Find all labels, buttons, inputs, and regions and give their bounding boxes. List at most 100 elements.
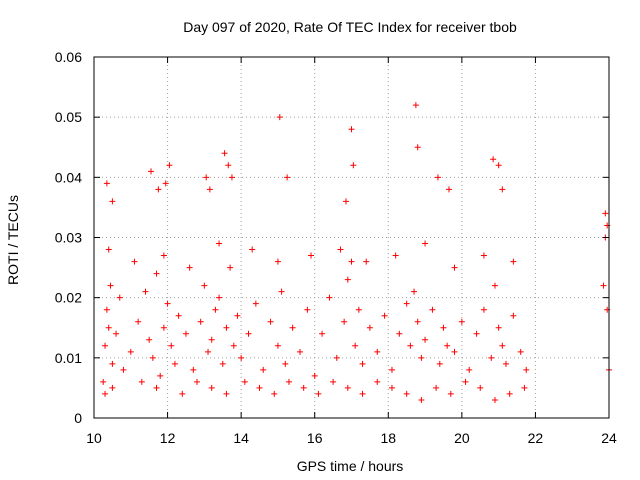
- data-point: [148, 168, 155, 175]
- data-point: [444, 342, 451, 349]
- data-point: [466, 366, 473, 373]
- x-tick-label: 18: [380, 430, 396, 446]
- data-point: [109, 360, 116, 367]
- data-point: [319, 330, 326, 337]
- data-point: [155, 186, 162, 193]
- data-point: [445, 186, 452, 193]
- data-point: [451, 348, 458, 355]
- data-point: [422, 240, 429, 247]
- data-point: [179, 390, 186, 397]
- data-point: [225, 162, 232, 169]
- data-point: [116, 294, 123, 301]
- data-point: [135, 318, 142, 325]
- data-point: [462, 378, 469, 385]
- data-point: [166, 162, 173, 169]
- data-point: [212, 306, 219, 313]
- data-point: [414, 144, 421, 151]
- data-point: [342, 198, 349, 205]
- data-point: [160, 252, 167, 259]
- data-point: [182, 330, 189, 337]
- data-point: [175, 312, 182, 319]
- data-point: [352, 342, 359, 349]
- data-points: [100, 102, 612, 403]
- data-point: [274, 258, 281, 265]
- data-point: [480, 306, 487, 313]
- data-point: [344, 384, 351, 391]
- data-point: [311, 372, 318, 379]
- data-point: [274, 342, 281, 349]
- y-axis-label: ROTI / TECUs: [5, 195, 21, 285]
- data-point: [219, 360, 226, 367]
- data-point: [109, 198, 116, 205]
- data-point: [506, 390, 513, 397]
- data-point: [359, 360, 366, 367]
- data-point: [348, 126, 355, 133]
- data-point: [221, 150, 228, 157]
- data-point: [418, 354, 425, 361]
- data-point: [271, 390, 278, 397]
- data-point: [523, 366, 530, 373]
- data-point: [403, 300, 410, 307]
- x-tick-label: 14: [233, 430, 249, 446]
- x-tick-label: 24: [601, 430, 617, 446]
- data-point: [228, 174, 235, 181]
- data-point: [201, 282, 208, 289]
- data-point: [249, 246, 256, 253]
- data-point: [289, 324, 296, 331]
- data-point: [499, 186, 506, 193]
- data-point: [392, 252, 399, 259]
- data-point: [411, 288, 418, 295]
- data-point: [234, 312, 241, 319]
- data-point: [422, 336, 429, 343]
- x-axis-label: GPS time / hours: [297, 458, 404, 474]
- data-point: [521, 384, 528, 391]
- data-point: [162, 180, 169, 187]
- data-point: [127, 348, 134, 355]
- data-point: [216, 240, 223, 247]
- data-point: [495, 162, 502, 169]
- data-point: [142, 288, 149, 295]
- x-tick-label: 10: [86, 430, 102, 446]
- data-point: [285, 378, 292, 385]
- data-point: [153, 384, 160, 391]
- data-point: [267, 318, 274, 325]
- data-point: [157, 372, 164, 379]
- data-point: [190, 366, 197, 373]
- data-point: [100, 378, 107, 385]
- data-point: [412, 102, 419, 109]
- data-point: [300, 384, 307, 391]
- y-tick-label: 0.05: [55, 109, 82, 125]
- data-point: [171, 360, 178, 367]
- data-point: [168, 342, 175, 349]
- x-tick-label: 16: [307, 430, 323, 446]
- data-point: [418, 396, 425, 403]
- data-point: [238, 354, 245, 361]
- data-point: [503, 360, 509, 367]
- data-point: [510, 312, 517, 319]
- data-point: [103, 306, 110, 313]
- data-point: [600, 282, 607, 289]
- x-tick-label: 12: [160, 430, 176, 446]
- data-point: [407, 342, 414, 349]
- data-point: [374, 378, 381, 385]
- data-point: [333, 354, 340, 361]
- data-point: [308, 252, 315, 259]
- data-point: [208, 336, 215, 343]
- data-point: [477, 384, 484, 391]
- data-point: [359, 390, 366, 397]
- data-point: [374, 348, 381, 355]
- y-tick-label: 0.02: [55, 290, 82, 306]
- data-point: [326, 294, 333, 301]
- data-point: [490, 156, 497, 163]
- data-point: [297, 348, 303, 355]
- data-point: [341, 318, 348, 325]
- data-point: [363, 258, 370, 265]
- data-point: [276, 114, 283, 121]
- data-point: [447, 390, 454, 397]
- y-tick-label: 0.03: [55, 230, 82, 246]
- y-tick-label: 0.01: [55, 350, 82, 366]
- data-point: [153, 270, 160, 277]
- data-point: [458, 318, 465, 325]
- data-point: [440, 324, 447, 331]
